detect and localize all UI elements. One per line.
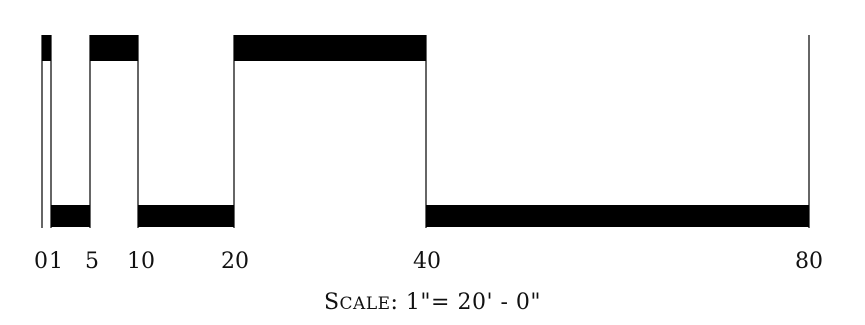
segment-40-80: [426, 205, 809, 227]
tick-label-40: 40: [413, 249, 441, 274]
segment-20-40: [234, 35, 426, 61]
tick-label-20: 20: [221, 249, 249, 274]
segment-5-10: [90, 35, 138, 61]
tick-label-1: 1: [49, 249, 63, 274]
tick-label-0: 0: [34, 249, 48, 274]
scale-caption-word: CALE: [339, 294, 391, 314]
tick-label-80: 80: [795, 249, 823, 274]
segment-0-1: [42, 35, 51, 61]
scale-caption-ratio: : 1"= 20' - 0": [390, 290, 542, 315]
scale-caption: SCALE: 1"= 20' - 0": [0, 292, 865, 314]
scale-caption-lead: S: [323, 290, 340, 315]
segment-1-5: [51, 205, 90, 227]
tick-label-10: 10: [127, 249, 155, 274]
segment-10-20: [138, 205, 234, 227]
tick-label-5: 5: [85, 249, 99, 274]
